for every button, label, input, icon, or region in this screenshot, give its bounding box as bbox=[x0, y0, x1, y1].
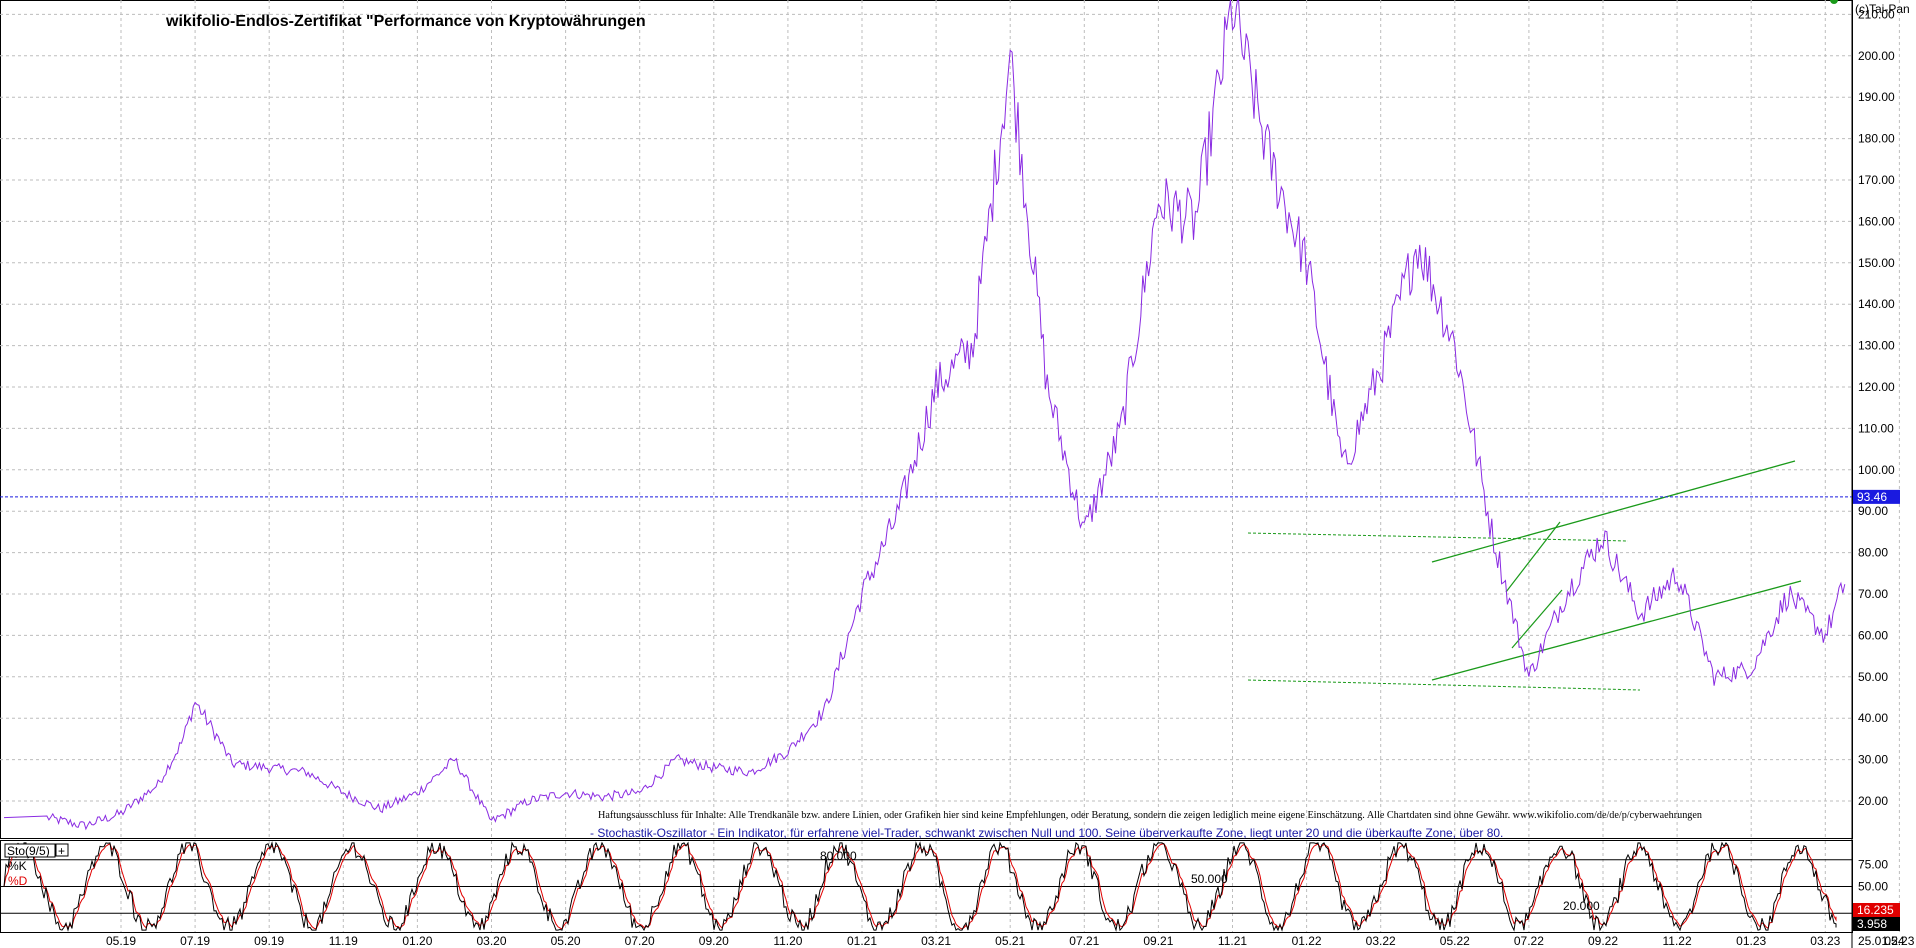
x-last-date-label: 25.01.24 bbox=[1858, 934, 1905, 948]
x-tick-label: 05.20 bbox=[551, 934, 581, 948]
stochastic-k-line bbox=[3, 840, 1837, 932]
grid-lines bbox=[0, 0, 1900, 838]
price-panel-frame bbox=[0, 0, 1853, 839]
d-legend-label: %D bbox=[8, 874, 28, 888]
y-tick-label: 70.00 bbox=[1858, 587, 1888, 601]
x-tick-label: 03.23 bbox=[1810, 934, 1840, 948]
sto-y-tick-label: 75.00 bbox=[1858, 857, 1888, 871]
y-tick-label: 20.00 bbox=[1858, 794, 1888, 808]
x-tick-label: 11.22 bbox=[1663, 934, 1692, 948]
current-value-tag: 93.46 bbox=[1853, 489, 1900, 504]
x-tick-label: 01.21 bbox=[847, 934, 877, 948]
x-tick-label: 05.22 bbox=[1440, 934, 1470, 948]
x-tick-label: 09.21 bbox=[1143, 934, 1173, 948]
k-value-tag-box bbox=[1853, 903, 1900, 917]
y-tick-label: 190.00 bbox=[1858, 90, 1895, 104]
short-channel-upper bbox=[1505, 521, 1561, 593]
x-axis-ticks: 05.19 07.19 09.19 11.19 01.20 03.20 05.20 07.20… bbox=[106, 934, 1915, 948]
current-value-tag-box bbox=[1853, 489, 1900, 504]
current-value-label: 93.46 bbox=[1857, 490, 1887, 504]
x-tick-label: 07.20 bbox=[625, 934, 655, 948]
x-tick-label: 11.19 bbox=[329, 934, 358, 948]
status-marker-icon bbox=[1830, 0, 1838, 4]
x-tick-label: 03.22 bbox=[1366, 934, 1396, 948]
plus-icon: + bbox=[58, 844, 65, 858]
x-tick-label: 07.21 bbox=[1069, 934, 1099, 948]
lower-trend-line bbox=[1431, 580, 1802, 681]
level-80-label: 80.000 bbox=[820, 849, 857, 863]
x-tick-label: 07.19 bbox=[180, 934, 210, 948]
x-tick-label: 11.20 bbox=[773, 934, 802, 948]
y-tick-label: 80.00 bbox=[1858, 546, 1888, 560]
y-tick-label: 160.00 bbox=[1858, 214, 1895, 228]
y-tick-label: 210.00 bbox=[1858, 7, 1895, 21]
level-20-label: 20.000 bbox=[1563, 899, 1600, 913]
x-tick-label: 05.21 bbox=[995, 934, 1025, 948]
y-tick-label: 110.00 bbox=[1858, 421, 1894, 435]
y-tick-label: 30.00 bbox=[1858, 753, 1888, 767]
x-tick-label: 07.22 bbox=[1514, 934, 1544, 948]
stochastic-note: - Stochastik-Oszillator - Ein Indikator,… bbox=[590, 826, 1503, 840]
x-tick-label: 01.22 bbox=[1292, 934, 1322, 948]
y-tick-label: 120.00 bbox=[1858, 380, 1895, 394]
y-tick-label: 140.00 bbox=[1858, 297, 1895, 311]
copyright-label: (c)Tai-Pan bbox=[1855, 2, 1910, 16]
x-tick-label: 09.19 bbox=[254, 934, 284, 948]
upper-trend-line bbox=[1431, 460, 1796, 563]
level-50-label: 50.000 bbox=[1191, 872, 1228, 886]
y-tick-label: 50.00 bbox=[1858, 670, 1888, 684]
y-tick-label: 170.00 bbox=[1858, 173, 1895, 187]
sto-expand-button[interactable] bbox=[55, 843, 69, 857]
disclaimer-text: Haftungsausschluss für Inhalte: Alle Tre… bbox=[598, 810, 1703, 821]
x-tick-label: 05.19 bbox=[106, 934, 136, 948]
y-tick-label: 60.00 bbox=[1858, 628, 1888, 642]
short-channel-lower bbox=[1511, 589, 1563, 649]
range-top-dashed bbox=[1247, 532, 1629, 542]
price-series-line bbox=[3, 0, 1846, 831]
sto-y-tick-label: 50.00 bbox=[1858, 880, 1888, 894]
y-tick-label: 200.00 bbox=[1858, 49, 1895, 63]
chart-title: wikifolio-Endlos-Zertifikat "Performance… bbox=[165, 13, 646, 30]
d-value-label: 3.958 bbox=[1857, 917, 1887, 931]
k-legend-label: %K bbox=[8, 859, 27, 873]
y-tick-label: 150.00 bbox=[1858, 256, 1895, 270]
d-value-tag-box bbox=[1853, 917, 1900, 931]
range-bottom-dashed bbox=[1247, 679, 1641, 691]
x-tick-label: 09.20 bbox=[699, 934, 729, 948]
x-tick-label: 03.20 bbox=[476, 934, 506, 948]
y-tick-label: 90.00 bbox=[1858, 504, 1888, 518]
y-tick-label: 180.00 bbox=[1858, 132, 1895, 146]
x-tick-label: 03.21 bbox=[921, 934, 951, 948]
x-tick-label: 01.23 bbox=[1736, 934, 1766, 948]
k-value-label: 16.235 bbox=[1857, 903, 1894, 917]
trend-lines bbox=[1247, 460, 1802, 691]
x-tick-label: 11.21 bbox=[1218, 934, 1247, 948]
stochastic-grid-lines bbox=[0, 841, 1900, 932]
y-tick-label: 130.00 bbox=[1858, 339, 1895, 353]
y-axis-ticks: 20.00 30.00 40.00 50.00 60.00 70.00 80.00 90.00… bbox=[1858, 7, 1895, 808]
x-tick-label: 01.20 bbox=[402, 934, 432, 948]
x-tick-label: 05.23 bbox=[1884, 934, 1914, 948]
sto-label-box bbox=[4, 843, 56, 858]
y-tick-label: 100.00 bbox=[1858, 463, 1895, 477]
sto-label: Sto(9/5) bbox=[7, 844, 50, 858]
x-tick-label: 09.22 bbox=[1588, 934, 1618, 948]
y-tick-label: 40.00 bbox=[1858, 711, 1888, 725]
